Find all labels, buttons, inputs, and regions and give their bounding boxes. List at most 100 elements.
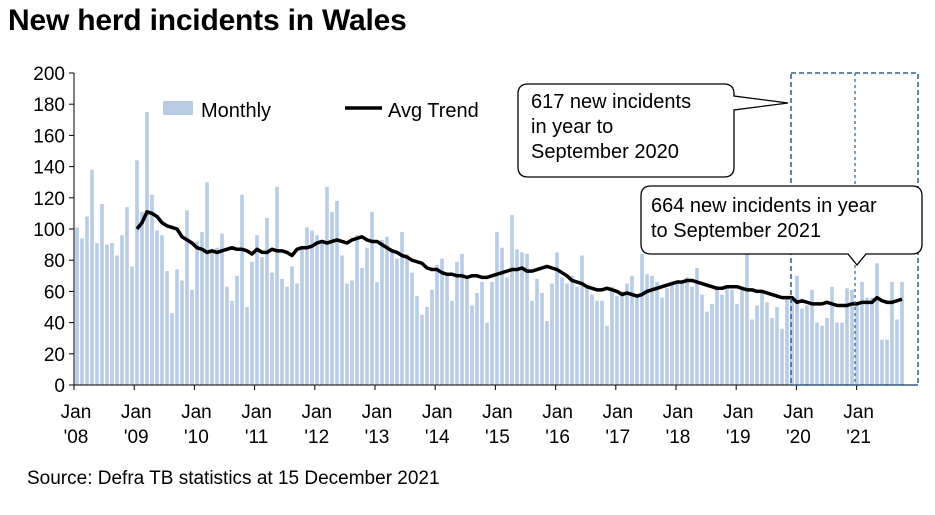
- y-tick-label: 100: [33, 220, 65, 241]
- x-tick-label-month: Jan: [61, 402, 92, 423]
- bar-monthly: [665, 288, 669, 385]
- x-tick-label-year: '20: [786, 427, 811, 448]
- bar-monthly: [320, 241, 324, 385]
- bar-monthly: [295, 283, 299, 385]
- bar-monthly: [625, 283, 629, 385]
- x-tick-label-year: '11: [245, 427, 268, 448]
- bar-monthly: [135, 160, 139, 385]
- bar-monthly: [165, 271, 169, 385]
- bar-monthly: [555, 252, 559, 385]
- bar-monthly: [255, 235, 259, 385]
- bar-monthly: [755, 305, 759, 385]
- bar-monthly: [885, 339, 889, 385]
- x-tick-label-month: Jan: [301, 402, 332, 423]
- bar-monthly: [480, 282, 484, 385]
- bar-monthly: [305, 227, 309, 385]
- callout-2020-box: [517, 83, 789, 178]
- x-tick-label-year: '12: [304, 427, 329, 448]
- bar-monthly: [210, 252, 214, 385]
- x-tick-label-year: '08: [64, 427, 89, 448]
- legend: Monthly Avg Trend: [163, 100, 479, 122]
- bar-monthly: [840, 322, 844, 385]
- bar-monthly: [180, 280, 184, 385]
- bar-monthly: [410, 272, 414, 385]
- bar-monthly: [715, 286, 719, 385]
- bar-monthly: [745, 253, 749, 385]
- x-tick-label-year: '16: [545, 427, 570, 448]
- y-tick-label: 120: [33, 189, 65, 210]
- legend-label-monthly: Monthly: [201, 100, 271, 122]
- bar-monthly: [155, 230, 159, 385]
- bar-monthly: [595, 300, 599, 385]
- bar-monthly: [330, 211, 334, 385]
- bar-monthly: [495, 232, 499, 385]
- bar-monthly: [800, 308, 804, 385]
- bar-monthly: [250, 261, 254, 385]
- bar-monthly: [290, 266, 294, 385]
- callout-2020-text: 617 new incidents: [531, 91, 691, 113]
- trend-line: [135, 210, 903, 308]
- bar-monthly: [470, 305, 474, 385]
- bar-monthly: [675, 280, 679, 385]
- bar-monthly: [720, 294, 724, 385]
- bar-monthly: [510, 214, 514, 385]
- x-tick-label-year: '17: [605, 427, 630, 448]
- bar-monthly: [205, 182, 209, 385]
- x-tick-label-year: '13: [365, 427, 390, 448]
- bars-series-monthly: [75, 112, 904, 385]
- bar-monthly: [870, 297, 874, 385]
- x-tick-label-year: '18: [666, 427, 691, 448]
- bar-monthly: [725, 288, 729, 385]
- bar-monthly: [740, 288, 744, 385]
- bar-monthly: [355, 235, 359, 385]
- bar-monthly: [530, 300, 534, 385]
- y-tick-label: 0: [54, 376, 65, 397]
- bar-monthly: [875, 263, 879, 385]
- bar-monthly: [395, 258, 399, 385]
- bar-monthly: [810, 289, 814, 385]
- y-tick-label: 200: [33, 64, 65, 85]
- callout-2021-text: 664 new incidents in year: [651, 195, 877, 217]
- bar-monthly: [105, 244, 109, 385]
- x-tick-label-month: Jan: [663, 402, 694, 423]
- x-tick-label-month: Jan: [362, 402, 393, 423]
- bar-monthly: [775, 307, 779, 385]
- bar-monthly: [735, 303, 739, 385]
- callout-2020-text: September 2020: [531, 141, 679, 163]
- bar-monthly: [275, 186, 279, 385]
- bar-monthly: [485, 322, 489, 385]
- bar-monthly: [570, 275, 574, 385]
- bar-monthly: [175, 269, 179, 385]
- callout-2020-text: in year to: [531, 116, 613, 138]
- bar-monthly: [385, 236, 389, 385]
- bar-monthly: [540, 292, 544, 385]
- callout-2021-box: [640, 185, 923, 267]
- y-tick-label: 20: [44, 345, 65, 366]
- bar-monthly: [340, 255, 344, 385]
- x-tick-label-month: Jan: [422, 402, 453, 423]
- bar-monthly: [845, 288, 849, 385]
- bar-monthly: [220, 233, 224, 385]
- x-tick-label-year: '21: [846, 427, 871, 448]
- x-tick-label-month: Jan: [181, 402, 212, 423]
- bar-monthly: [770, 317, 774, 385]
- y-axis-ticks: 0 20 40 60 80 100 120 140 160 180 200: [33, 64, 74, 397]
- bar-monthly: [325, 186, 329, 385]
- bar-monthly: [225, 286, 229, 385]
- bar-monthly: [600, 300, 604, 385]
- x-tick-label-month: Jan: [121, 402, 152, 423]
- bar-monthly: [705, 311, 709, 385]
- bar-monthly: [455, 261, 459, 385]
- bar-monthly: [200, 232, 204, 385]
- bar-monthly: [860, 282, 864, 385]
- bar-monthly: [260, 257, 264, 385]
- bar-monthly: [130, 266, 134, 385]
- bar-monthly: [760, 291, 764, 385]
- x-tick-label-year: '19: [726, 427, 751, 448]
- bar-monthly: [620, 291, 624, 385]
- bar-monthly: [750, 319, 754, 385]
- bar-monthly: [240, 194, 244, 385]
- bar-monthly: [765, 302, 769, 385]
- bar-monthly: [835, 322, 839, 385]
